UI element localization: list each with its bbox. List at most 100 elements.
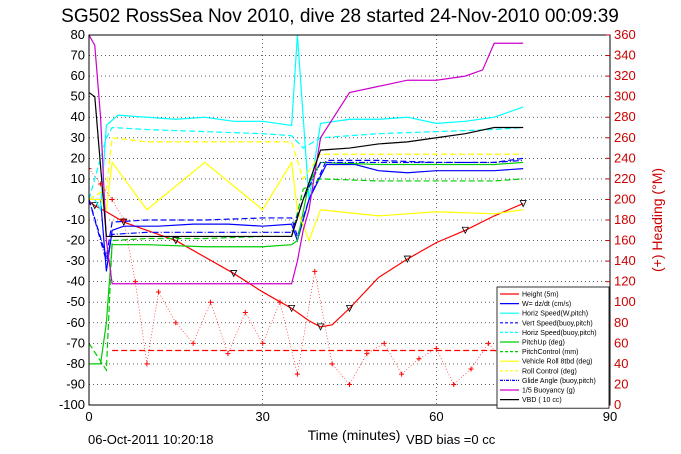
heading-point	[451, 381, 457, 387]
y-tick-label: 30	[71, 130, 85, 145]
depth-marker	[461, 226, 469, 235]
legend-entry: Height (5m)	[522, 292, 559, 299]
right-tick-label: 320	[614, 68, 636, 83]
y-tick-label: 60	[71, 68, 85, 83]
heading-point	[144, 361, 150, 367]
series-line-5	[89, 161, 524, 365]
heading-point	[347, 381, 352, 387]
x-tick-label: 30	[255, 409, 269, 424]
legend-entry: Glide Angle (buoy,pitch)	[522, 378, 596, 385]
right-tick-label: 100	[614, 294, 636, 309]
series-line-11	[89, 92, 524, 238]
heading-point	[329, 361, 335, 367]
right-tick-label: 80	[614, 315, 628, 330]
heading-point	[208, 299, 214, 305]
series-line-7	[89, 160, 524, 243]
x-axis: 0 30 60 90	[85, 409, 617, 424]
y-tick-label: -50	[66, 294, 85, 309]
legend-entry: 1/5 Buoyancy (g)	[522, 388, 575, 395]
series-line-0	[89, 201, 524, 328]
series-line-4	[89, 126, 524, 200]
heading-point	[132, 279, 138, 285]
series-line-2	[89, 35, 524, 212]
right-tick-label: 300	[614, 89, 636, 104]
series-line-1	[89, 163, 524, 272]
legend-entry: W= dz/dt (cm/s)	[522, 301, 571, 308]
heading-markers	[89, 166, 526, 387]
heading-point	[364, 351, 370, 357]
legend: Height (5m) W= dz/dt (cm/s) Horiz Speed(W,…	[496, 286, 610, 409]
depth-marker	[287, 304, 296, 313]
right-tick-label: 360	[614, 27, 636, 42]
y-tick-label: -20	[66, 233, 85, 248]
heading-point	[190, 340, 196, 346]
right-tick-label: 200	[614, 191, 636, 206]
right-tick-label: 140	[614, 253, 636, 268]
x-tick-label: 60	[429, 409, 443, 424]
heading-point	[277, 299, 283, 305]
depth-marker	[230, 270, 238, 278]
y-tick-label: -10	[66, 212, 85, 227]
heading-point	[173, 320, 179, 326]
depth-marker	[172, 237, 180, 245]
right-tick-label: 160	[614, 233, 636, 248]
footer-vbd-bias: VBD bias =0 cc	[406, 432, 496, 447]
heading-point	[294, 371, 300, 377]
depth-marker	[316, 323, 325, 331]
legend-entry: PitchControl (mm)	[522, 349, 578, 356]
right-tick-label: 180	[614, 212, 636, 227]
x-tick-label: 0	[85, 409, 92, 424]
y-tick-label: -60	[66, 315, 85, 330]
x-axis-label: Time (minutes)	[308, 427, 401, 443]
y-tick-label: -100	[59, 397, 85, 412]
heading-point	[399, 371, 405, 377]
right-axis-label: (+) Heading (°M)	[649, 168, 665, 272]
right-tick-label: 120	[614, 274, 636, 289]
legend-entry: Vehicle Roll 8tbd (deg)	[522, 359, 592, 366]
heading-point	[109, 196, 115, 202]
right-tick-label: 60	[614, 335, 628, 350]
y-tick-label: 80	[71, 27, 85, 42]
y-tick-label: -80	[66, 356, 85, 371]
heading-point	[468, 366, 474, 372]
right-axis: 3603403203002802602402202001801601401201…	[606, 27, 636, 412]
y-tick-label: 20	[71, 150, 85, 165]
heading-point	[260, 340, 266, 346]
legend-entry: PitchUp (deg)	[522, 340, 565, 347]
right-tick-label: 260	[614, 130, 636, 145]
legend-entry: Horiz Speed(W,pitch)	[522, 311, 588, 318]
heading-point	[381, 340, 387, 346]
series-line-10	[89, 35, 524, 285]
footer-date: 06-Oct-2011 10:20:18	[88, 432, 214, 447]
series-layer	[89, 35, 529, 387]
heading-point	[121, 217, 127, 223]
depth-marker	[519, 200, 527, 208]
right-tick-label: 40	[614, 356, 628, 371]
heading-point	[89, 166, 92, 172]
heading-point	[485, 340, 491, 346]
legend-box	[496, 286, 610, 409]
heading-point	[416, 356, 422, 362]
y-tick-label: 50	[71, 89, 85, 104]
series-line-6	[89, 178, 524, 372]
legend-entry: VBD ( 10 cc)	[522, 397, 562, 404]
depth-marker	[403, 255, 412, 263]
legend-entry: Horiz Speed(buoy,pitch)	[522, 330, 597, 337]
series-clip-group	[89, 35, 529, 387]
depth-marker	[91, 202, 99, 210]
heading-point	[312, 268, 318, 274]
y-tick-label: 10	[71, 171, 85, 186]
y-tick-label: -40	[66, 274, 85, 289]
y-tick-label: -90	[66, 376, 85, 391]
series-line-9	[89, 159, 524, 262]
right-tick-label: 340	[614, 48, 636, 63]
right-tick-label: 240	[614, 150, 636, 165]
right-tick-label: 20	[614, 376, 628, 391]
left-axis: 80 70 60 50 40 30 20 10 0 -10 -20 -30 -40 -50 -60 -70 -8…	[59, 27, 85, 412]
heading-trace	[89, 168, 524, 385]
y-tick-label: -70	[66, 335, 85, 350]
depth-marker	[345, 304, 354, 313]
series-line-8	[89, 137, 524, 200]
y-tick-label: 70	[71, 48, 85, 63]
